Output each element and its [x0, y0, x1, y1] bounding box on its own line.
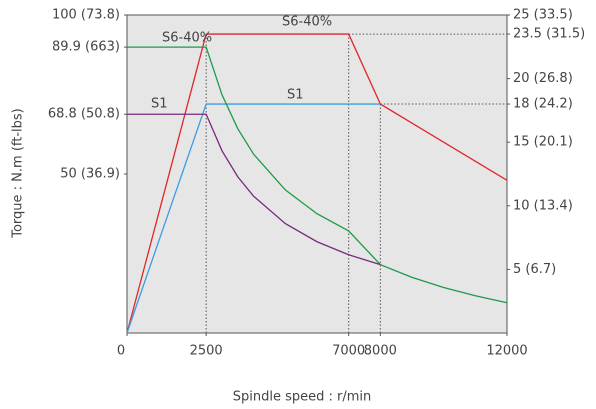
series-line — [126, 103, 381, 334]
series-label: S1 — [287, 88, 304, 103]
x-tick-label: 0 — [117, 344, 125, 359]
series-line — [127, 113, 381, 266]
x-tick-label: 2500 — [190, 344, 223, 359]
x-axis-title: Spindle speed : r/min — [233, 390, 372, 405]
y2-tick-label: 25 (33.5) — [513, 8, 573, 23]
y2-tick-label: 18 (24.2) — [513, 97, 573, 112]
y-axis-title: Torque : N.m (ft-lbs) — [11, 108, 26, 239]
x-tick-label: 7000 — [332, 344, 365, 359]
y2-tick-label: 15 (20.1) — [513, 135, 573, 150]
y-tick-label: 68.8 (50.8) — [48, 107, 120, 122]
series-line — [126, 33, 508, 334]
series-label: S1 — [151, 97, 168, 112]
x-tick-label: 8000 — [364, 344, 397, 359]
y-tick-label: 89.9 (663) — [52, 40, 120, 55]
y2-tick-label: 10 (13.4) — [513, 198, 573, 213]
y2-tick-label: 5 (6.7) — [513, 262, 556, 277]
y-tick-label: 50 (36.9) — [60, 167, 120, 182]
y-tick-label: 100 (73.8) — [52, 8, 120, 23]
x-tick-label: 12000 — [486, 344, 527, 359]
plot-area — [126, 14, 508, 334]
y2-tick-label: 23.5 (31.5) — [513, 27, 585, 42]
series-line — [127, 46, 508, 304]
series-label: S6-40% — [162, 31, 212, 46]
series-label: S6-40% — [282, 15, 332, 30]
y2-tick-label: 20 (26.8) — [513, 71, 573, 86]
